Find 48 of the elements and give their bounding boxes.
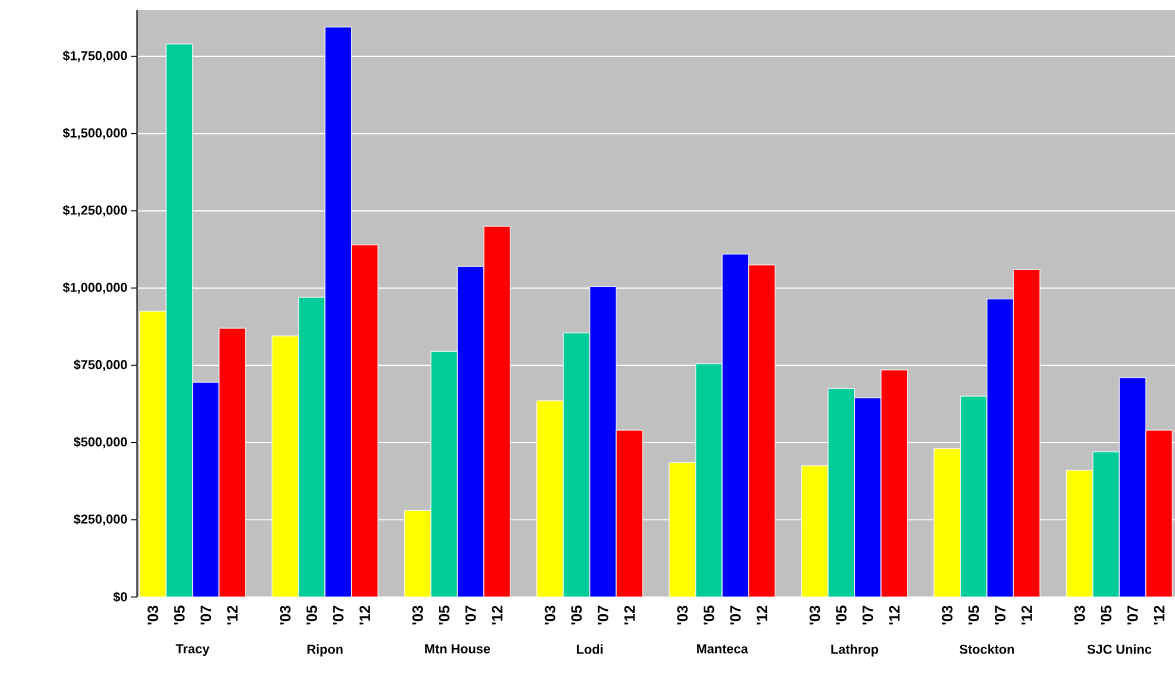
text: '07 [597,605,609,625]
x-tick-label: SJC Uninc [1087,644,1152,654]
x-tick-label: Tracy [175,644,210,656]
text: '12 [491,605,503,625]
y-tick-label: $750,000 [73,359,127,372]
y-tick-label: $1,750,000 [62,50,127,63]
text: '12 [359,605,370,625]
y-tick-label: $1,500,000 [62,127,127,140]
text: '07 [200,605,212,625]
text: '03 [544,605,556,625]
text: '07 [730,605,741,625]
y-tick-label: $500,000 [73,436,127,449]
text: '03 [412,605,423,625]
text: '07 [465,605,476,625]
text: '07 [332,605,344,625]
text: '12 [889,605,900,625]
text: '03 [677,605,688,625]
text: '05 [306,605,318,625]
x-tick-label: Lodi [576,644,603,654]
text: '03 [941,605,953,625]
text: '12 [624,605,635,625]
text: '03 [1074,605,1085,625]
text: '07 [1127,605,1138,625]
x-tick-label: Manteca [697,644,749,654]
text: '03 [809,605,821,625]
text: '03 [279,605,291,625]
text: '12 [756,605,768,625]
text: '12 [1153,605,1165,625]
text: '05 [836,605,847,625]
y-tick-label: $250,000 [73,513,127,526]
text: '05 [968,605,980,625]
text: '05 [438,605,450,625]
text: '12 [1021,605,1032,625]
y-tick-label: $0 [113,591,127,603]
y-tick-label: $1,250,000 [62,205,127,217]
text: '12 [227,605,238,625]
text: '07 [994,605,1006,625]
x-tick-label: Lathrop [831,644,879,657]
text: '05 [703,605,715,625]
text: '05 [174,605,185,625]
y-tick-label: $1,000,000 [62,282,127,294]
x-tick-label: Stockton [959,644,1014,654]
x-tick-label: Ripon [307,644,343,657]
x-tick-label: Mtn House [425,644,491,654]
text: '05 [571,605,582,625]
text: '05 [1100,605,1112,625]
text: '07 [862,605,874,625]
text: '03 [147,605,159,625]
